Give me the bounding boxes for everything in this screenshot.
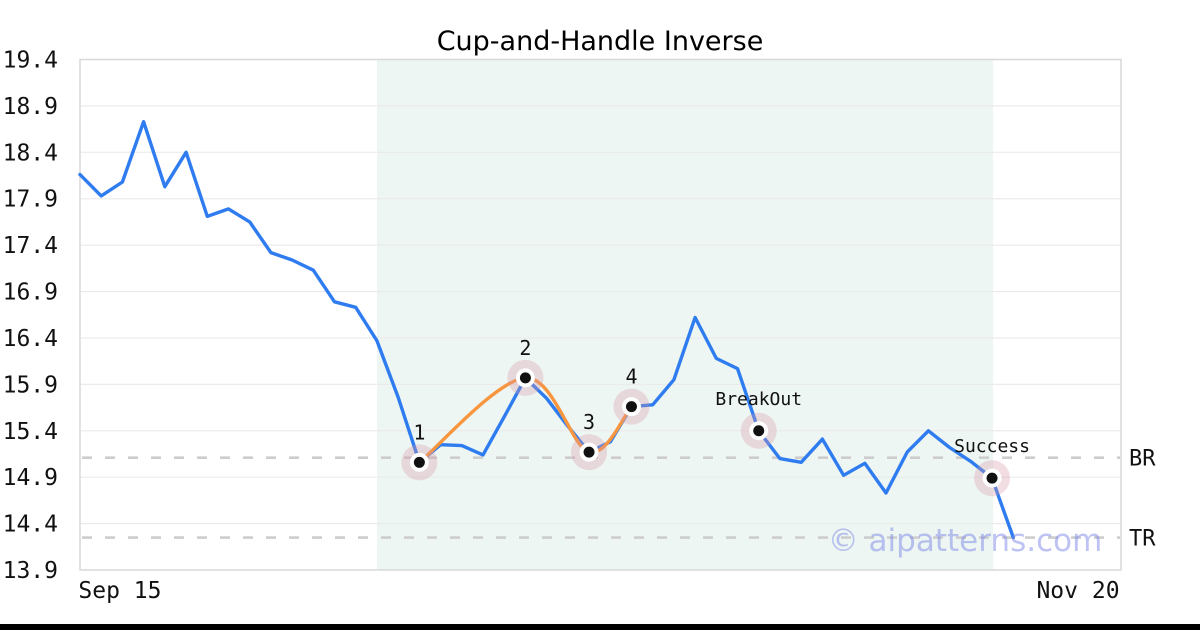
- level-label-tr: TR: [1129, 527, 1156, 552]
- y-tick-label: 18.4: [3, 140, 58, 166]
- level-label-br: BR: [1129, 447, 1156, 472]
- chart-title: Cup-and-Handle Inverse: [436, 26, 764, 57]
- annotation-label-breakout: BreakOut: [715, 389, 802, 410]
- annotation-label-1: 1: [413, 420, 425, 444]
- y-tick-label: 16.9: [3, 280, 58, 306]
- y-tick-label: 15.4: [3, 419, 58, 445]
- plot-border: [79, 58, 1122, 571]
- marker-dot: [413, 456, 425, 468]
- y-tick-label: 14.4: [3, 512, 58, 538]
- y-tick-label: 15.9: [3, 372, 58, 398]
- y-tick-label: 19.4: [3, 48, 58, 74]
- x-tick-label: Nov 20: [1036, 578, 1119, 604]
- y-tick-label: 18.9: [3, 94, 58, 120]
- pattern-shaded-region: [376, 59, 994, 570]
- annotation-label-3: 3: [583, 410, 595, 434]
- annotation-label-success: Success: [954, 436, 1030, 457]
- marker-dot: [519, 372, 531, 384]
- x-tick-label: Sep 15: [78, 578, 161, 604]
- y-tick-label: 16.4: [3, 326, 58, 352]
- y-tick-label: 13.9: [3, 558, 58, 584]
- annotation-label-2: 2: [519, 336, 531, 360]
- y-tick-label: 14.9: [3, 465, 58, 491]
- marker-dot: [986, 472, 998, 484]
- annotation-label-4: 4: [625, 365, 637, 389]
- marker-dot: [753, 425, 765, 437]
- marker-dot: [583, 446, 595, 458]
- pattern-line: [417, 376, 634, 464]
- price-line: [78, 120, 1015, 540]
- watermark: © aipatterns.com: [828, 523, 1103, 559]
- marker-dot: [625, 401, 637, 413]
- bottom-black-bar: [0, 624, 1200, 630]
- y-tick-label: 17.4: [3, 233, 58, 259]
- y-tick-label: 17.9: [3, 187, 58, 213]
